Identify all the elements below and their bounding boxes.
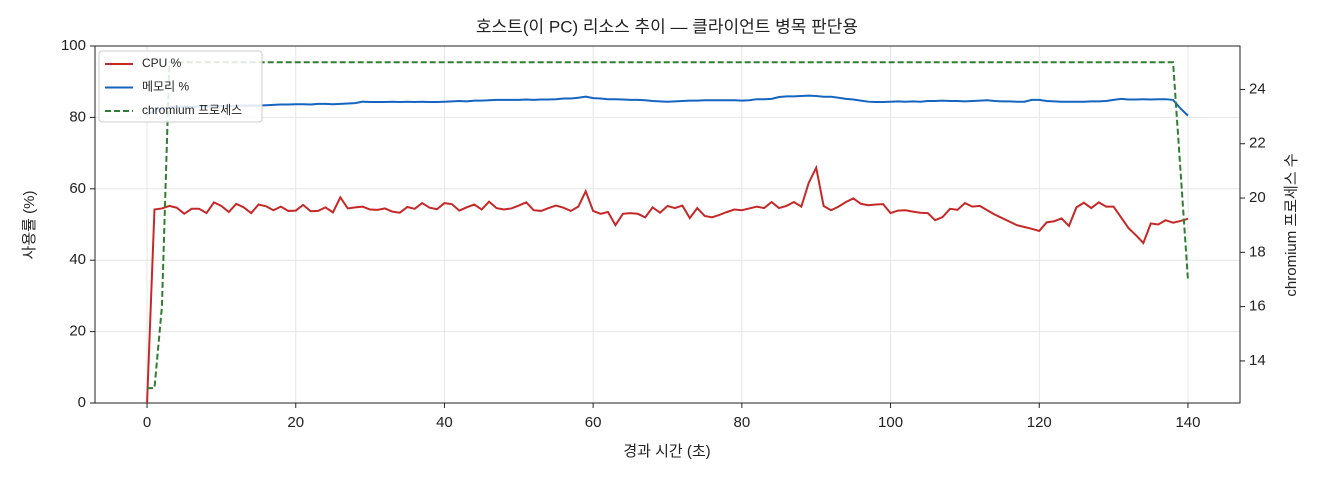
plot-frame	[94, 45, 1241, 404]
x-axis-label: 경과 시간 (초)	[623, 443, 710, 460]
legend-box	[98, 50, 263, 123]
series-line	[146, 94, 1189, 117]
series-line	[147, 61, 1189, 390]
x-tick-label: 140	[1175, 414, 1200, 431]
series-line	[146, 164, 1189, 404]
y-tick-label: 80	[69, 108, 86, 125]
y-tick-label: 40	[69, 251, 86, 268]
y-tick-label: 0	[78, 394, 86, 411]
x-tick-label: 60	[585, 414, 602, 431]
x-tick-label: 40	[436, 414, 453, 431]
x-tick-label: 100	[878, 414, 903, 431]
y2-tick-label: 16	[1249, 298, 1266, 315]
y2-tick-label: 14	[1249, 352, 1266, 369]
chart-title: 호스트(이 PC) 리소스 추이 — 클라이언트 병목 판단용	[476, 17, 858, 36]
legend-label: CPU %	[142, 56, 182, 70]
x-tick-label: 20	[287, 414, 304, 431]
y-axis-label: 사용률 (%)	[21, 191, 38, 260]
y2-tick-label: 24	[1249, 80, 1266, 97]
x-tick-label: 0	[143, 414, 151, 431]
y2-tick-label: 22	[1249, 135, 1266, 152]
x-tick-label: 120	[1027, 414, 1052, 431]
y2-tick-label: 18	[1249, 243, 1266, 260]
y-tick-label: 100	[61, 37, 86, 54]
x-tick-label: 80	[734, 414, 751, 431]
y-tick-label: 60	[69, 180, 86, 197]
legend-label: chromium 프로세스	[142, 103, 242, 117]
y2-axis-label: chromium 프로세스 수	[1283, 153, 1300, 296]
y2-tick-label: 20	[1249, 189, 1266, 206]
legend-label: 메모리 %	[142, 80, 189, 94]
y-tick-label: 20	[69, 323, 86, 340]
